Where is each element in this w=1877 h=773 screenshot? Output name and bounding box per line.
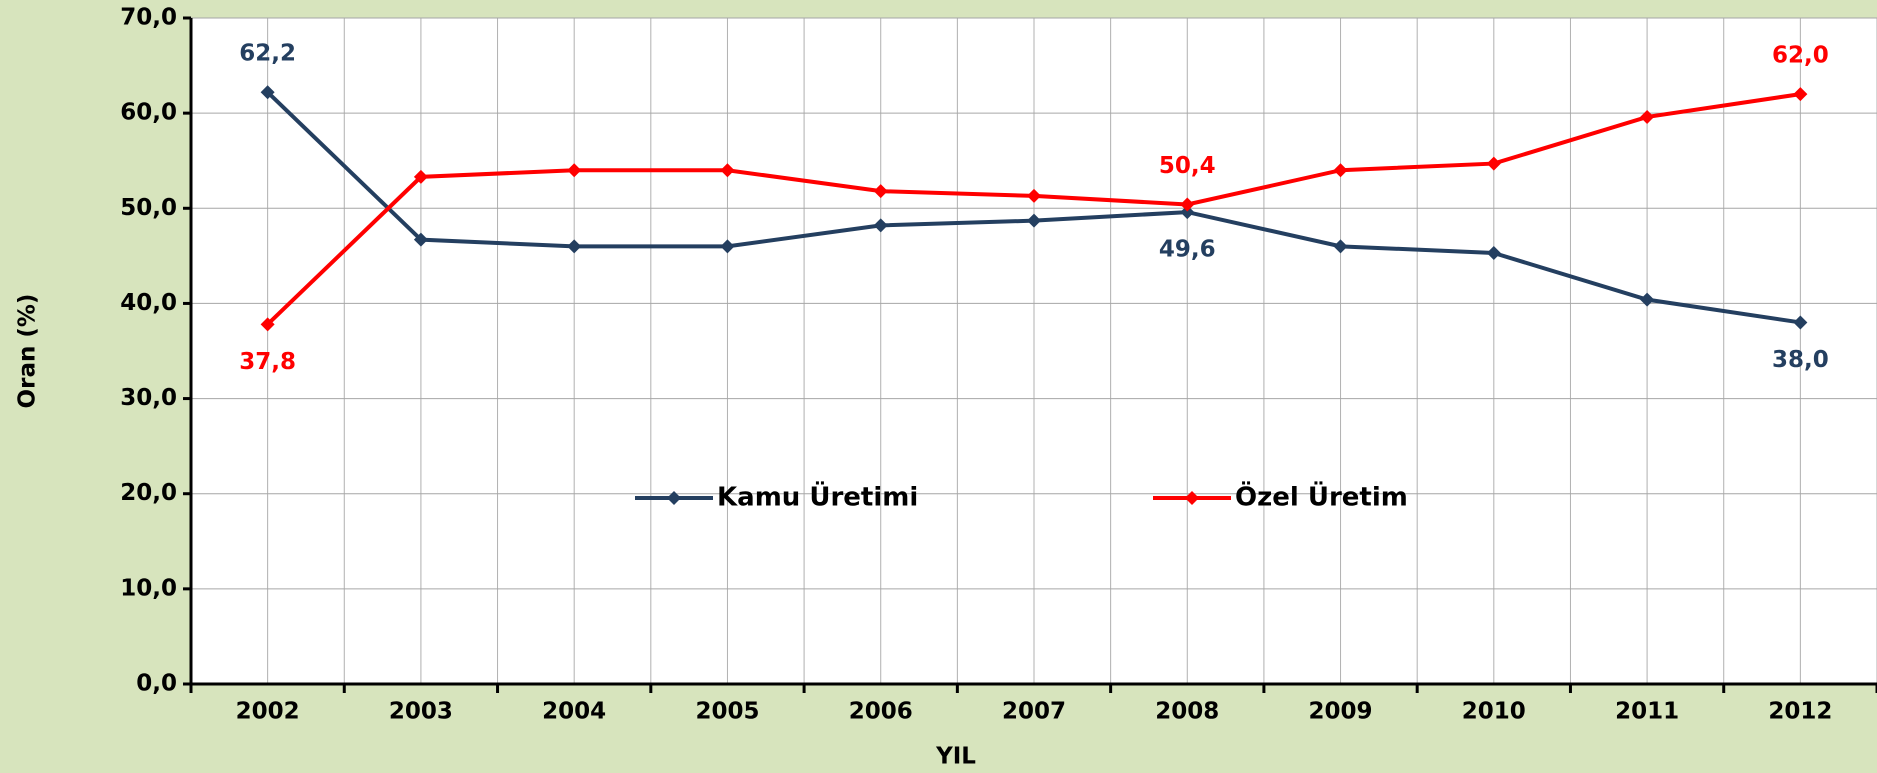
y-tick-label: 50,0	[120, 195, 177, 221]
y-tick-label: 40,0	[120, 290, 177, 316]
data-point	[720, 239, 735, 254]
x-tick-label: 2007	[1002, 699, 1066, 725]
x-tick-label: 2008	[1155, 699, 1219, 725]
data-label: 62,2	[239, 41, 296, 67]
legend-label: Kamu Üretimi	[717, 480, 918, 513]
data-point	[1640, 109, 1655, 124]
data-label: 37,8	[239, 349, 296, 375]
x-tick-label: 2004	[542, 699, 606, 725]
y-tick-label: 0,0	[136, 671, 177, 697]
data-point	[1793, 87, 1808, 102]
data-label: 62,0	[1772, 43, 1829, 69]
data-point	[567, 239, 582, 254]
data-point	[1180, 197, 1195, 212]
data-point	[567, 163, 582, 178]
x-tick-label: 2009	[1309, 699, 1373, 725]
y-tick-label: 20,0	[120, 480, 177, 506]
x-tick-label: 2012	[1768, 699, 1832, 725]
legend-marker	[667, 491, 681, 505]
legend-marker	[1185, 491, 1199, 505]
y-tick-label: 10,0	[120, 575, 177, 601]
y-tick-label: 30,0	[120, 385, 177, 411]
data-point	[413, 169, 428, 184]
x-tick-label: 2011	[1615, 699, 1679, 725]
data-point	[1333, 239, 1348, 254]
legend-label: Özel Üretim	[1235, 480, 1408, 513]
data-point	[873, 184, 888, 199]
x-tick-label: 2003	[389, 699, 453, 725]
data-point	[1486, 156, 1501, 171]
data-point	[1027, 188, 1041, 203]
x-tick-label: 2002	[236, 699, 300, 725]
data-point	[873, 218, 888, 233]
x-tick-label: 2010	[1462, 699, 1526, 725]
y-tick-label: 60,0	[120, 100, 177, 126]
x-tick-label: 2006	[849, 699, 913, 725]
data-label: 38,0	[1772, 347, 1829, 373]
data-point	[1027, 213, 1041, 228]
y-axis-title: Oran (%)	[15, 294, 41, 409]
data-label: 50,4	[1159, 153, 1216, 179]
data-point	[1486, 246, 1501, 261]
data-point	[1333, 163, 1348, 178]
data-point	[720, 163, 735, 178]
data-point	[413, 232, 428, 247]
data-point	[1793, 315, 1808, 330]
data-label: 49,6	[1159, 237, 1216, 263]
data-point	[260, 317, 275, 332]
x-tick-label: 2005	[695, 699, 759, 725]
x-axis-title: YIL	[935, 744, 976, 770]
data-point	[1180, 205, 1195, 220]
y-tick-label: 70,0	[120, 5, 177, 31]
data-point	[260, 85, 275, 100]
data-point	[1640, 292, 1655, 307]
